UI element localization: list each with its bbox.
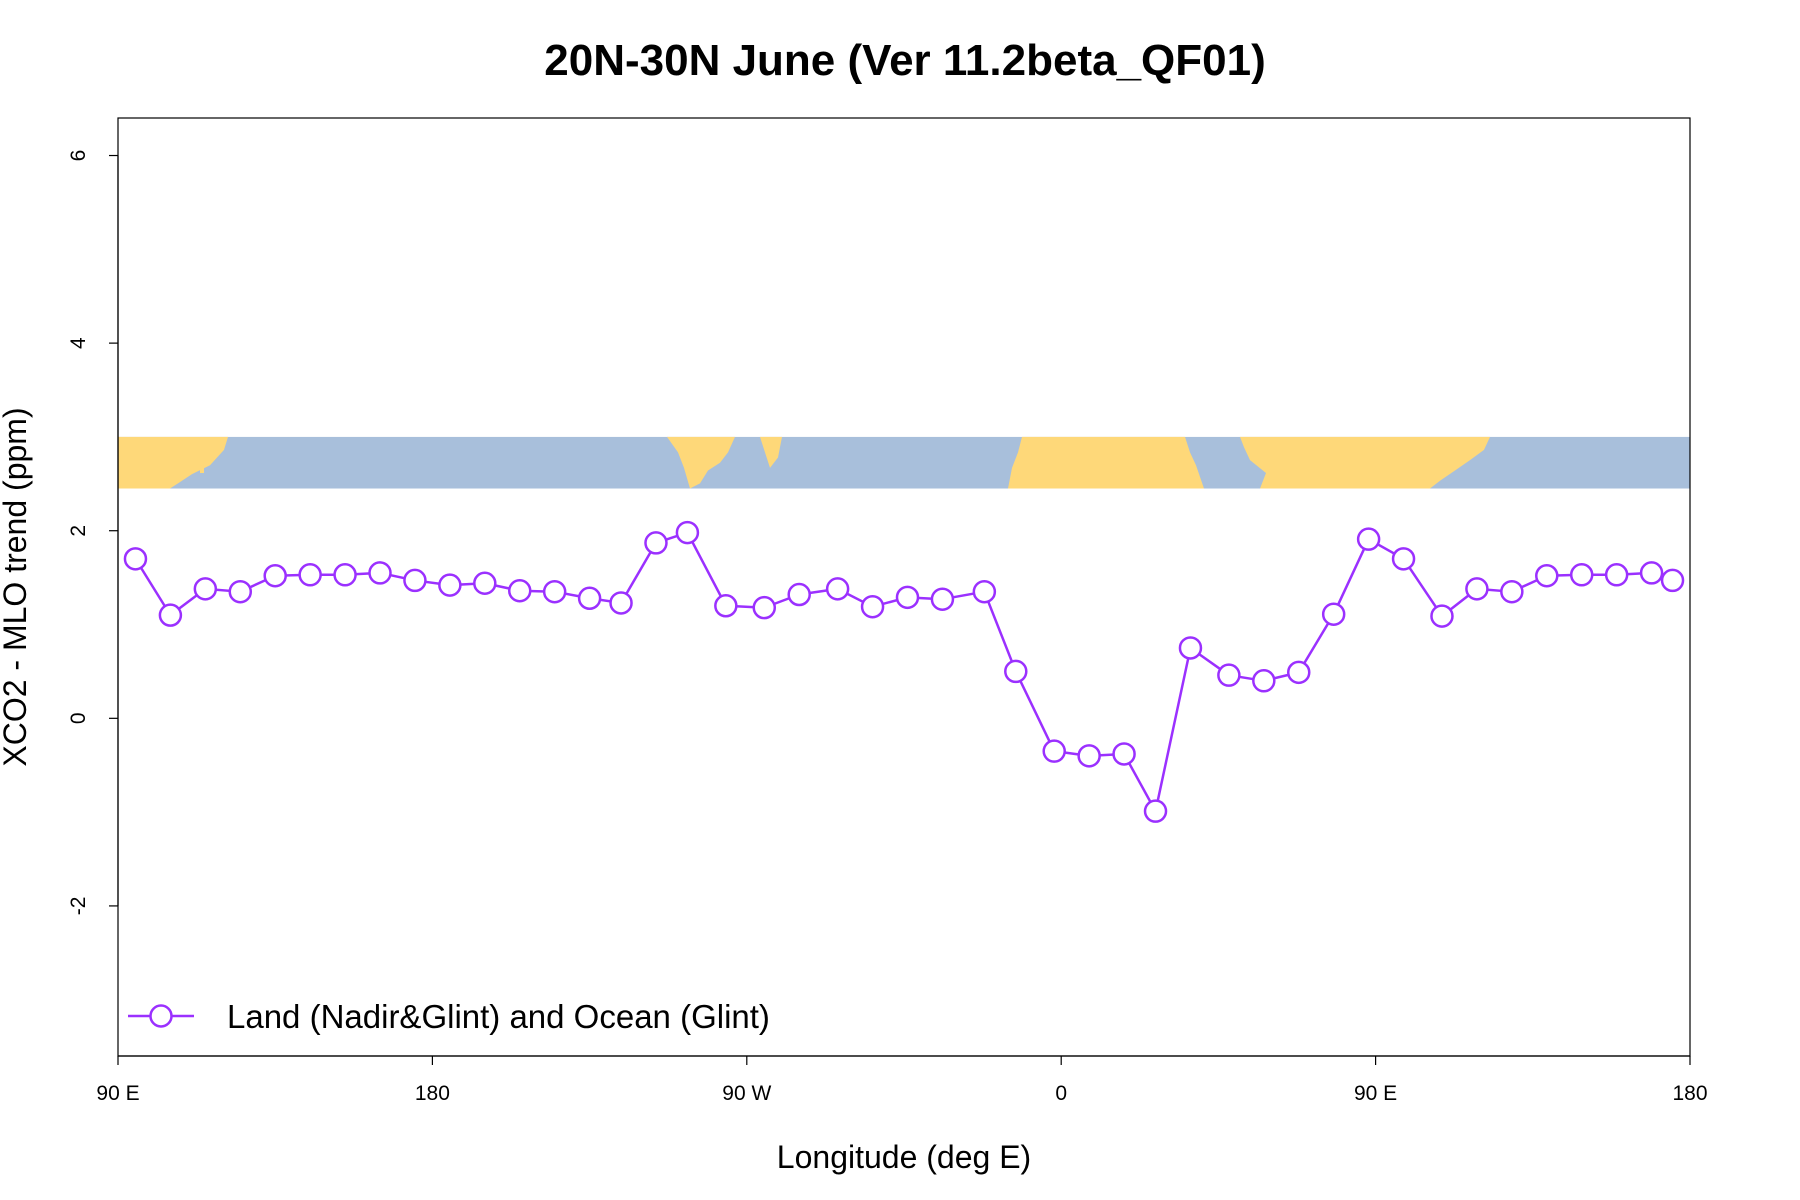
data-point bbox=[752, 595, 777, 620]
data-point bbox=[123, 547, 148, 571]
data-point bbox=[609, 591, 633, 615]
data-point bbox=[368, 561, 392, 585]
data-point bbox=[787, 582, 811, 607]
y-axis: -2 0 2 4 6 bbox=[67, 150, 119, 916]
y-tick-label: -2 bbox=[67, 897, 90, 916]
data-point bbox=[228, 579, 253, 604]
data-point bbox=[1112, 742, 1136, 766]
land-mass bbox=[667, 436, 735, 489]
data-point bbox=[403, 568, 427, 593]
data-point bbox=[1252, 669, 1276, 693]
chart-title: 20N-30N June (Ver 11.2beta_QF01) bbox=[544, 36, 1265, 85]
data-point bbox=[1535, 563, 1559, 588]
x-tick-label: 90 E bbox=[1354, 1082, 1397, 1105]
land-mass bbox=[760, 436, 782, 468]
data-point bbox=[1217, 663, 1241, 687]
land-mass bbox=[1008, 436, 1204, 489]
series-layer bbox=[123, 520, 1685, 823]
data-point bbox=[1042, 739, 1066, 763]
data-point bbox=[1639, 561, 1664, 585]
x-tick-label: 90 W bbox=[722, 1082, 771, 1105]
data-point bbox=[1321, 602, 1346, 626]
legend-marker bbox=[149, 1004, 173, 1028]
y-axis-label: XCO2 - MLO trend (ppm) bbox=[0, 407, 33, 766]
map-strip-land bbox=[118, 436, 1490, 489]
land-mass bbox=[200, 465, 204, 474]
data-point bbox=[333, 563, 357, 587]
data-point bbox=[577, 586, 602, 611]
data-point bbox=[1004, 659, 1028, 684]
data-point bbox=[1356, 527, 1381, 551]
data-point bbox=[263, 563, 287, 588]
data-point bbox=[1143, 799, 1168, 823]
data-point bbox=[930, 587, 955, 611]
y-tick-label: 4 bbox=[67, 337, 90, 349]
legend: Land (Nadir&Glint) and Ocean (Glint) bbox=[128, 998, 770, 1035]
data-point bbox=[473, 571, 497, 595]
legend-label: Land (Nadir&Glint) and Ocean (Glint) bbox=[227, 998, 770, 1035]
data-point bbox=[158, 603, 183, 627]
x-tick-label: 0 bbox=[1055, 1082, 1067, 1105]
data-point bbox=[1391, 547, 1416, 571]
map-strip bbox=[118, 436, 1690, 489]
x-tick-label: 90 E bbox=[96, 1082, 139, 1105]
data-point bbox=[1286, 660, 1311, 685]
data-point bbox=[1569, 563, 1594, 587]
data-point bbox=[644, 531, 668, 555]
data-point bbox=[193, 577, 218, 601]
data-point bbox=[1465, 577, 1489, 601]
series-line bbox=[134, 531, 1673, 813]
data-point bbox=[1178, 636, 1203, 660]
y-tick-label: 2 bbox=[67, 525, 90, 537]
data-point bbox=[1077, 744, 1101, 768]
x-axis-label: Longitude (deg E) bbox=[777, 1139, 1031, 1175]
x-tick-label: 180 bbox=[415, 1082, 450, 1105]
data-point bbox=[507, 579, 532, 603]
data-point bbox=[1660, 568, 1685, 593]
data-point bbox=[675, 520, 700, 545]
data-point bbox=[1500, 579, 1524, 604]
data-point bbox=[714, 594, 738, 618]
data-point bbox=[1430, 604, 1454, 628]
data-point bbox=[438, 573, 462, 597]
x-axis: 90 E 180 90 W 0 90 E 180 bbox=[96, 1055, 1708, 1105]
data-point bbox=[298, 563, 322, 587]
y-tick-label: 6 bbox=[67, 150, 90, 162]
data-point bbox=[972, 579, 997, 604]
data-point bbox=[860, 594, 885, 619]
x-tick-label: 180 bbox=[1672, 1082, 1707, 1105]
data-point bbox=[542, 579, 567, 604]
land-mass bbox=[118, 436, 228, 489]
data-point bbox=[895, 585, 920, 610]
y-tick-label: 0 bbox=[67, 712, 90, 724]
data-point bbox=[825, 577, 850, 601]
land-mass bbox=[1240, 436, 1490, 489]
data-point bbox=[1604, 563, 1629, 587]
